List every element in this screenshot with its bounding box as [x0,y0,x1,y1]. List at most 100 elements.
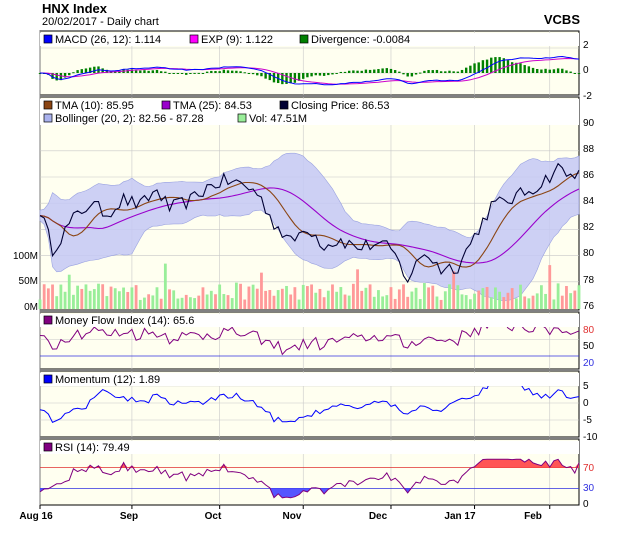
volume-bar [193,298,196,309]
legend-label: Bollinger (20, 2): 82.56 - 87.28 [55,113,204,125]
divergence-bar [419,72,422,74]
x-tick-label: Nov [283,511,302,522]
y-ticks: 2 0 -2 90 88 86 84 82 80 78 76 100M 50M … [13,40,598,510]
volume-bar [548,265,552,309]
volume-bar [63,291,67,309]
momentum-tick: 5 [583,381,589,392]
volume-bar [310,284,313,309]
divergence-bar [281,73,284,85]
volume-bar [260,272,263,309]
divergence-bar [59,73,63,81]
volume-bar [527,298,531,309]
volume-bar [431,285,435,309]
volume-bar [301,284,305,309]
divergence-bar [193,72,196,74]
divergence-bar [201,72,205,74]
volume-bar [84,284,88,309]
divergence-bar [377,69,380,73]
volume-bar [351,283,355,309]
volume-bar [364,287,368,309]
volume-bar [239,283,242,309]
volume-bar [331,284,334,309]
volume-bar [577,285,581,309]
volume-bar [51,284,54,309]
divergence-bar [435,69,439,73]
legend-swatch [279,100,289,110]
divergence-bar [347,70,351,73]
volume-bar [335,291,339,309]
volume-bar [502,297,506,309]
price-tick: 82 [583,222,595,233]
divergence-bar [130,69,134,73]
legend-label: Divergence: -0.0084 [311,34,410,46]
x-axis [39,505,551,509]
rsi-tick: 0 [583,499,589,510]
brand-label: VCBS [544,12,580,27]
macd-tick: -2 [583,91,592,102]
divergence-bar [239,71,242,73]
divergence-bar [185,73,188,75]
divergence-bar [356,70,359,73]
legend-label: MACD (26, 12): 1.114 [55,34,161,46]
volume-bar [552,299,556,309]
price-tick: 78 [583,275,595,286]
divergence-bar [343,71,347,73]
volume-bar [176,298,180,309]
divergence-bar [385,68,388,73]
volume-bar [134,285,138,309]
divergence-bar [243,72,246,74]
x-axis-labels: Aug 16 Sep Oct Nov Dec Jan 17 Feb [19,511,542,522]
divergence-bar [260,73,263,77]
divergence-bar [556,68,560,73]
volume-bar [151,295,155,309]
volume-bar [163,263,167,309]
volume-bar [264,290,268,309]
x-tick-label: Sep [120,511,138,522]
volume-bar [481,288,485,309]
volume-bar [272,295,276,309]
divergence-bar [531,67,535,73]
divergence-bar [159,71,163,73]
divergence-bar [297,73,301,81]
legend-background [40,33,579,46]
legend-swatch [161,100,171,110]
divergence-bar [306,73,309,78]
divergence-bar [536,69,539,73]
volume-bar [297,299,301,309]
volume-bar [226,295,230,309]
price-tick: 80 [583,248,595,259]
volume-bar [159,298,163,309]
divergence-bar [444,71,447,73]
volume-bar [72,294,75,309]
volume-bar [209,290,213,309]
legend-swatch [189,34,199,44]
divergence-bar [126,69,129,73]
volume-bar [289,294,293,309]
divergence-bar [431,70,434,73]
divergence-bar [561,68,564,73]
momentum-panel: Momentum (12): 1.89 [39,370,580,438]
legend-swatch [43,113,53,123]
volume-bar [113,288,117,309]
momentum-tick: 0 [583,398,589,409]
volume-bar [573,290,577,309]
price-tick: 84 [583,196,595,207]
volume-bar [314,292,318,309]
volume-bar [126,292,130,309]
divergence-bar [498,57,501,73]
volume-tick: 50M [19,276,38,287]
divergence-bar [448,70,451,73]
divergence-bar [327,73,330,76]
divergence-bar [494,57,497,73]
divergence-bar [402,73,405,75]
volume-bar [180,297,184,309]
mfi-tick: 50 [583,341,595,352]
divergence-bar [231,70,234,73]
divergence-bar [143,70,146,73]
volume-bar [418,299,422,309]
legend-label: EXP (9): 1.122 [201,34,273,46]
divergence-bar [569,71,572,73]
volume-bar [460,294,464,309]
divergence-bar [197,72,200,74]
x-tick-label: Aug 16 [19,511,53,522]
